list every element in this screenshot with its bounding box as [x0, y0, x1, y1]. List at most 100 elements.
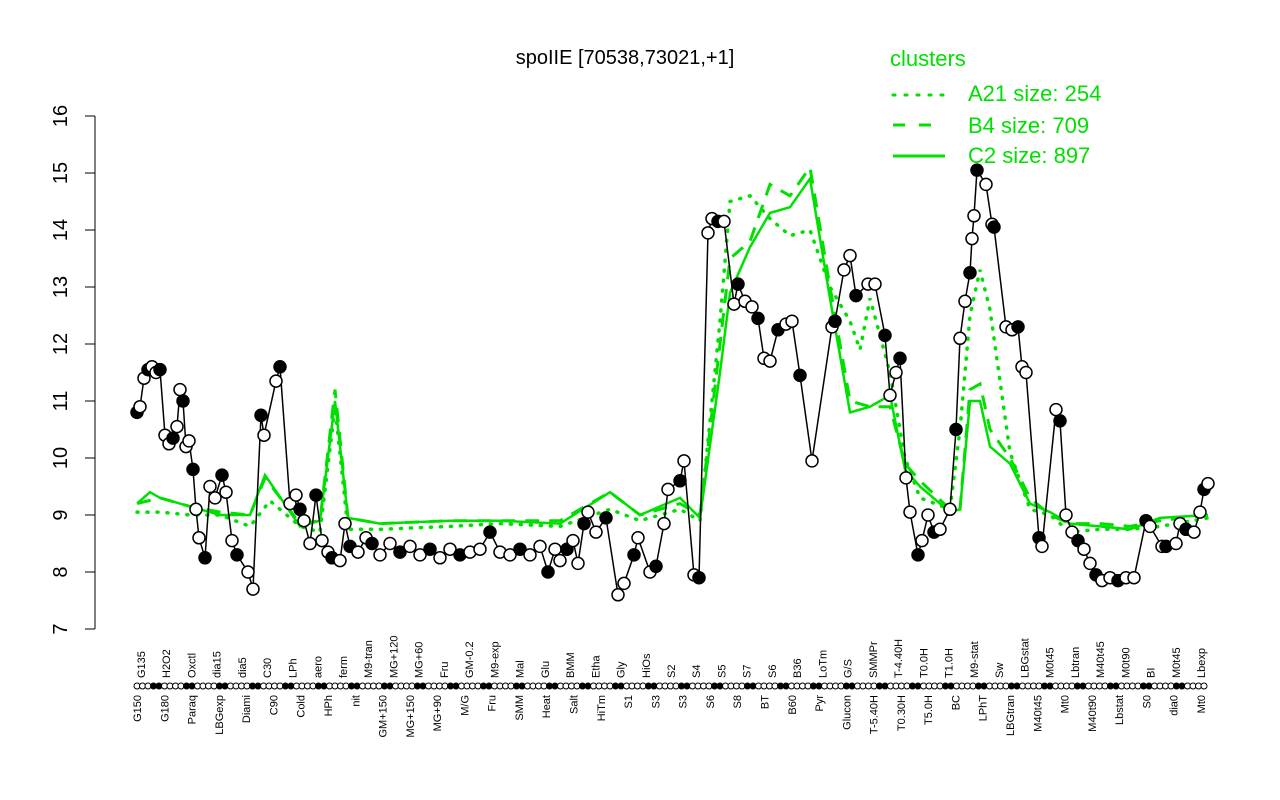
data-point [785, 314, 799, 328]
x-tick-label-bottom: M40t90 [1087, 695, 1099, 732]
x-tick-label-top: LPh [287, 658, 299, 678]
x-tick-label-bottom: Cold [296, 695, 308, 718]
data-point [293, 502, 307, 517]
data-point [373, 548, 387, 562]
data-point [661, 482, 675, 497]
x-tick-label-bottom: Lbstat [1114, 695, 1126, 725]
data-point [1187, 525, 1201, 539]
data-point [215, 468, 229, 482]
x-tick-label-top: M9-stat [969, 641, 981, 678]
x-tick-label-top: GM-0.2 [464, 641, 476, 678]
data-point [657, 516, 671, 531]
data-point [692, 570, 706, 585]
cluster-line-dotted [135, 193, 1210, 535]
data-point [1049, 402, 1063, 417]
data-point [763, 354, 777, 368]
data-point [921, 508, 935, 522]
x-tick-label-top: M0t90 [1120, 647, 1132, 678]
x-tick-label-top: Glu [540, 661, 552, 678]
x-tick-label-top: HiOs [641, 653, 653, 678]
x-tick-label-bottom: G150 [132, 695, 144, 722]
data-point [523, 548, 537, 562]
data-point [701, 226, 715, 240]
data-point [182, 434, 196, 448]
data-point [868, 277, 882, 291]
x-tick-label-bottom: HPh [323, 695, 335, 716]
data-point [533, 539, 547, 554]
x-tick-label-bottom: BC [951, 695, 963, 710]
x-tick-label-top: dia15 [212, 651, 224, 678]
data-point [189, 502, 203, 517]
x-tick-label-bottom: Mt0 [1196, 695, 1208, 713]
x-tick-label-top: SMMPr [868, 641, 880, 678]
data-point [589, 525, 603, 539]
data-point [246, 582, 260, 596]
x-tick-label-top: T-4.40H [893, 639, 905, 678]
data-point [1011, 320, 1025, 334]
data-point [289, 488, 303, 502]
x-tick-label-top: BMM [565, 652, 577, 678]
data-point [413, 548, 427, 562]
x-tick-label-bottom: M40t45 [1032, 695, 1044, 732]
data-point [649, 559, 663, 574]
data-point [849, 288, 863, 303]
x-tick-label-top: G/S [843, 659, 855, 678]
x-tick-label-bottom: LBGtran [1005, 695, 1017, 736]
x-tick-label-top: G135 [136, 651, 148, 678]
data-point [611, 588, 625, 602]
x-tick-label-bottom: Mt0 [1060, 695, 1072, 713]
data-point [599, 511, 613, 525]
x-tick-label-bottom: MG+90 [432, 695, 444, 731]
y-axis: 7 8 9 10 11 12 13 14 15 16 [50, 105, 96, 635]
data-point [170, 419, 184, 434]
data-point [673, 474, 687, 488]
data-point [1127, 570, 1141, 585]
data-point [403, 539, 417, 554]
data-point [915, 533, 929, 548]
x-tick-label-bottom: S3 [650, 695, 662, 708]
data-point [751, 311, 765, 326]
x-tick-label-top: Mal [515, 660, 527, 678]
x-tick-label-top: Sw [994, 663, 1006, 678]
x-tick-label-top: LoTm [817, 650, 829, 678]
data-point [513, 542, 527, 556]
x-axis-labels: G135 H2O2 Oxctl dia15 dia5 C30 LPh aero ferm M9-t… [132, 636, 1208, 738]
data-point [1169, 536, 1183, 551]
x-tick-label-top: S4 [691, 665, 703, 678]
data-point [443, 542, 457, 556]
x-tick-label-bottom: HiTm [596, 695, 608, 721]
data-point [303, 536, 317, 551]
data-point [577, 516, 591, 531]
data-point [911, 548, 925, 562]
data-point [186, 462, 200, 477]
data-point [933, 522, 947, 537]
data-point [631, 531, 645, 545]
data-point [1201, 476, 1215, 491]
x-tick-label-bottom: S6 [705, 695, 717, 708]
data-point [617, 576, 631, 591]
y-tick-label: 8 [50, 566, 72, 577]
data-point [133, 399, 147, 414]
x-tick-label-top: BI [1146, 668, 1158, 678]
x-tick-label-top: MG+60 [414, 642, 426, 678]
chart-title: spoIIE [70538,73021,+1] [516, 47, 735, 69]
data-point [1143, 519, 1157, 534]
x-tick-label-top: S6 [767, 665, 779, 678]
x-tick-label-bottom: Salt [569, 695, 581, 714]
y-tick-label: 12 [50, 333, 72, 355]
x-tick-label-top: Gly [616, 661, 628, 678]
x-tick-label-bottom: S8 [732, 695, 744, 708]
data-point [423, 542, 437, 556]
x-tick-label-top: S7 [742, 665, 754, 678]
x-tick-label-top: ferm [338, 656, 350, 678]
data-point [571, 556, 585, 571]
x-tick-label-top: dia5 [237, 657, 249, 678]
data-point [899, 471, 913, 485]
data-point [1059, 508, 1073, 522]
data-point [166, 431, 180, 445]
x-tick-label-bottom: S1 [623, 695, 635, 708]
y-tick-label: 9 [50, 509, 72, 520]
x-tick-label-bottom: S0 [1141, 695, 1153, 708]
data-point [225, 533, 239, 548]
x-tick-label-bottom: GM+150 [378, 695, 390, 738]
